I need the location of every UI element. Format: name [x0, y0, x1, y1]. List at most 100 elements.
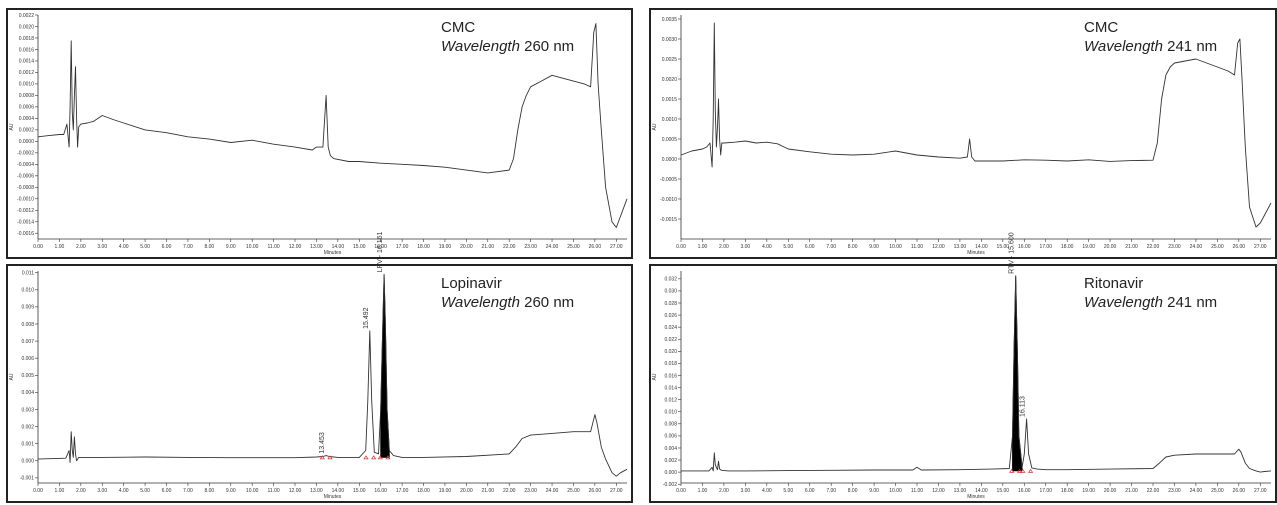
y-tick-label: -0.0012 — [17, 208, 34, 214]
x-tick-label: 21.00 — [482, 244, 495, 250]
y-tick-label: 0.002 — [21, 424, 34, 430]
x-tick-label: 14.00 — [975, 488, 988, 494]
y-tick-label: 0.008 — [21, 322, 34, 328]
x-tick-label: 0.00 — [33, 488, 43, 494]
y-tick-label: 0.0005 — [662, 137, 678, 143]
wavelength-value: 241 nm — [1167, 38, 1218, 55]
y-tick-label: 0.0030 — [662, 37, 678, 43]
wavelength-value: 260 nm — [524, 294, 575, 311]
y-tick-label: -0.0006 — [17, 174, 34, 180]
chart-svg: 0.00 1.00 2.00 3.00 4.00 5.00 6.00 7.00 8.00 9.00… — [652, 232, 1272, 500]
x-tick-label: 18.00 — [1061, 488, 1074, 494]
x-tick-label: 6.00 — [805, 244, 815, 250]
y-tick-label: 0.003 — [21, 407, 34, 413]
x-tick-label: 2.00 — [76, 488, 86, 494]
chart-annotation: CMC Wavelength 260 nm — [441, 18, 574, 56]
integration-marker — [377, 455, 383, 460]
x-tick-label: 7.00 — [826, 488, 836, 494]
y-tick-label: 0.0008 — [19, 93, 35, 99]
y-tick-label: 0.016 — [664, 373, 677, 379]
x-tick-label: 11.00 — [268, 244, 280, 250]
x-tick-label: 5.00 — [140, 244, 150, 250]
x-tick-label: 13.00 — [310, 244, 323, 250]
y-tick-label: 0.0004 — [19, 116, 35, 122]
chart-annotation: Ritonavir Wavelength 241 nm — [1084, 274, 1217, 312]
y-tick-label: 0.004 — [21, 390, 34, 396]
x-tick-label: 25.00 — [567, 244, 580, 250]
x-tick-label: 21.00 — [1125, 488, 1138, 494]
y-tick-label: 0.0006 — [19, 105, 35, 111]
chromatogram-cmc-260: 0.00 1.00 2.00 3.00 4.00 5.00 6.00 7.00 8.00 9.00… — [6, 8, 633, 259]
peak-label: LPV - 16.161 — [377, 231, 384, 272]
y-tick-label: 0.0010 — [19, 82, 35, 88]
x-tick-label: 22.00 — [1147, 488, 1160, 494]
chromatogram-cmc-241: 0.00 1.00 2.00 3.00 4.00 5.00 6.00 7.00 8.00 9.00… — [649, 8, 1277, 259]
chart-svg: 0.00 1.00 2.00 3.00 4.00 5.00 6.00 7.00 8.00 9.00… — [9, 231, 628, 500]
integration-marker — [363, 455, 369, 460]
chromatogram-lopinavir-260: 0.00 1.00 2.00 3.00 4.00 5.00 6.00 7.00 8.00 9.00… — [6, 231, 633, 503]
x-tick-label: 9.00 — [869, 488, 879, 494]
chart-title: CMC — [441, 19, 476, 36]
wavelength-line: Wavelength 260 nm — [441, 37, 574, 56]
y-tick-label: 0.0025 — [662, 57, 678, 63]
y-tick-label: 0.018 — [664, 361, 677, 367]
x-tick-label: 1.00 — [55, 488, 65, 494]
x-tick-label: 27.00 — [1254, 244, 1267, 250]
y-tick-label: -0.0010 — [660, 197, 677, 203]
x-tick-label: 24.00 — [546, 244, 559, 250]
x-tick-label: 26.00 — [589, 244, 602, 250]
y-tick-label: 0.0016 — [19, 47, 35, 53]
x-tick-label: 5.00 — [783, 244, 793, 250]
x-tick-label: 22.00 — [503, 488, 516, 494]
x-tick-label: 13.00 — [310, 488, 323, 494]
peak-label: 16.113 — [1020, 396, 1027, 417]
y-tick-label: 0.000 — [21, 459, 34, 465]
x-tick-label: 10.00 — [889, 488, 902, 494]
x-tick-label: 16.00 — [374, 488, 387, 494]
wavelength-value: 260 nm — [524, 38, 575, 55]
y-tick-label: 0.0014 — [19, 59, 35, 65]
peak-label: RTV - 15.600 — [1009, 232, 1016, 274]
x-tick-label: 12.00 — [932, 488, 945, 494]
wavelength-label: Wavelength — [1084, 294, 1163, 311]
x-tick-label: 22.00 — [503, 244, 516, 250]
x-tick-label: 14.00 — [975, 244, 988, 250]
wavelength-label: Wavelength — [1084, 38, 1163, 55]
wavelength-line: Wavelength 241 nm — [1084, 37, 1217, 56]
x-tick-label: 13.00 — [954, 244, 967, 250]
y-tick-label: 0.000 — [664, 470, 677, 476]
x-axis-label: Minutes — [967, 250, 985, 256]
wavelength-value: 241 nm — [1167, 294, 1218, 311]
x-tick-label: 16.00 — [1018, 488, 1031, 494]
x-tick-label: 24.00 — [546, 488, 559, 494]
x-tick-label: 4.00 — [119, 244, 129, 250]
x-tick-label: 7.00 — [183, 488, 193, 494]
y-tick-label: 0.0010 — [662, 117, 678, 123]
y-tick-label: -0.0004 — [17, 162, 34, 168]
y-tick-label: 0.010 — [21, 288, 34, 294]
x-tick-label: 4.00 — [762, 488, 772, 494]
y-tick-label: -0.0010 — [17, 197, 34, 203]
x-tick-label: 19.00 — [1082, 488, 1095, 494]
x-tick-label: 4.00 — [119, 488, 129, 494]
series-line — [681, 275, 1272, 473]
x-tick-label: 8.00 — [204, 488, 214, 494]
x-tick-label: 27.00 — [610, 244, 623, 250]
x-tick-label: 12.00 — [932, 244, 945, 250]
x-tick-label: 4.00 — [762, 244, 772, 250]
chart-title: CMC — [1084, 19, 1119, 36]
y-tick-label: -0.0015 — [660, 217, 677, 223]
x-tick-label: 11.00 — [911, 488, 923, 494]
x-tick-label: 14.00 — [332, 244, 345, 250]
y-axis-label: AU — [9, 123, 15, 130]
y-tick-label: 0.0000 — [662, 157, 678, 163]
chart-svg: 0.00 1.00 2.00 3.00 4.00 5.00 6.00 7.00 8.00 9.00… — [9, 13, 628, 256]
y-tick-label: 0.0022 — [19, 13, 35, 19]
peak-label: 15.492 — [363, 307, 370, 329]
x-tick-label: 17.00 — [396, 488, 409, 494]
x-tick-label: 9.00 — [869, 244, 879, 250]
y-tick-label: 0.028 — [664, 301, 677, 307]
x-tick-label: 17.00 — [1039, 244, 1052, 250]
x-tick-label: 20.00 — [460, 244, 473, 250]
y-tick-label: 0.009 — [21, 305, 34, 311]
